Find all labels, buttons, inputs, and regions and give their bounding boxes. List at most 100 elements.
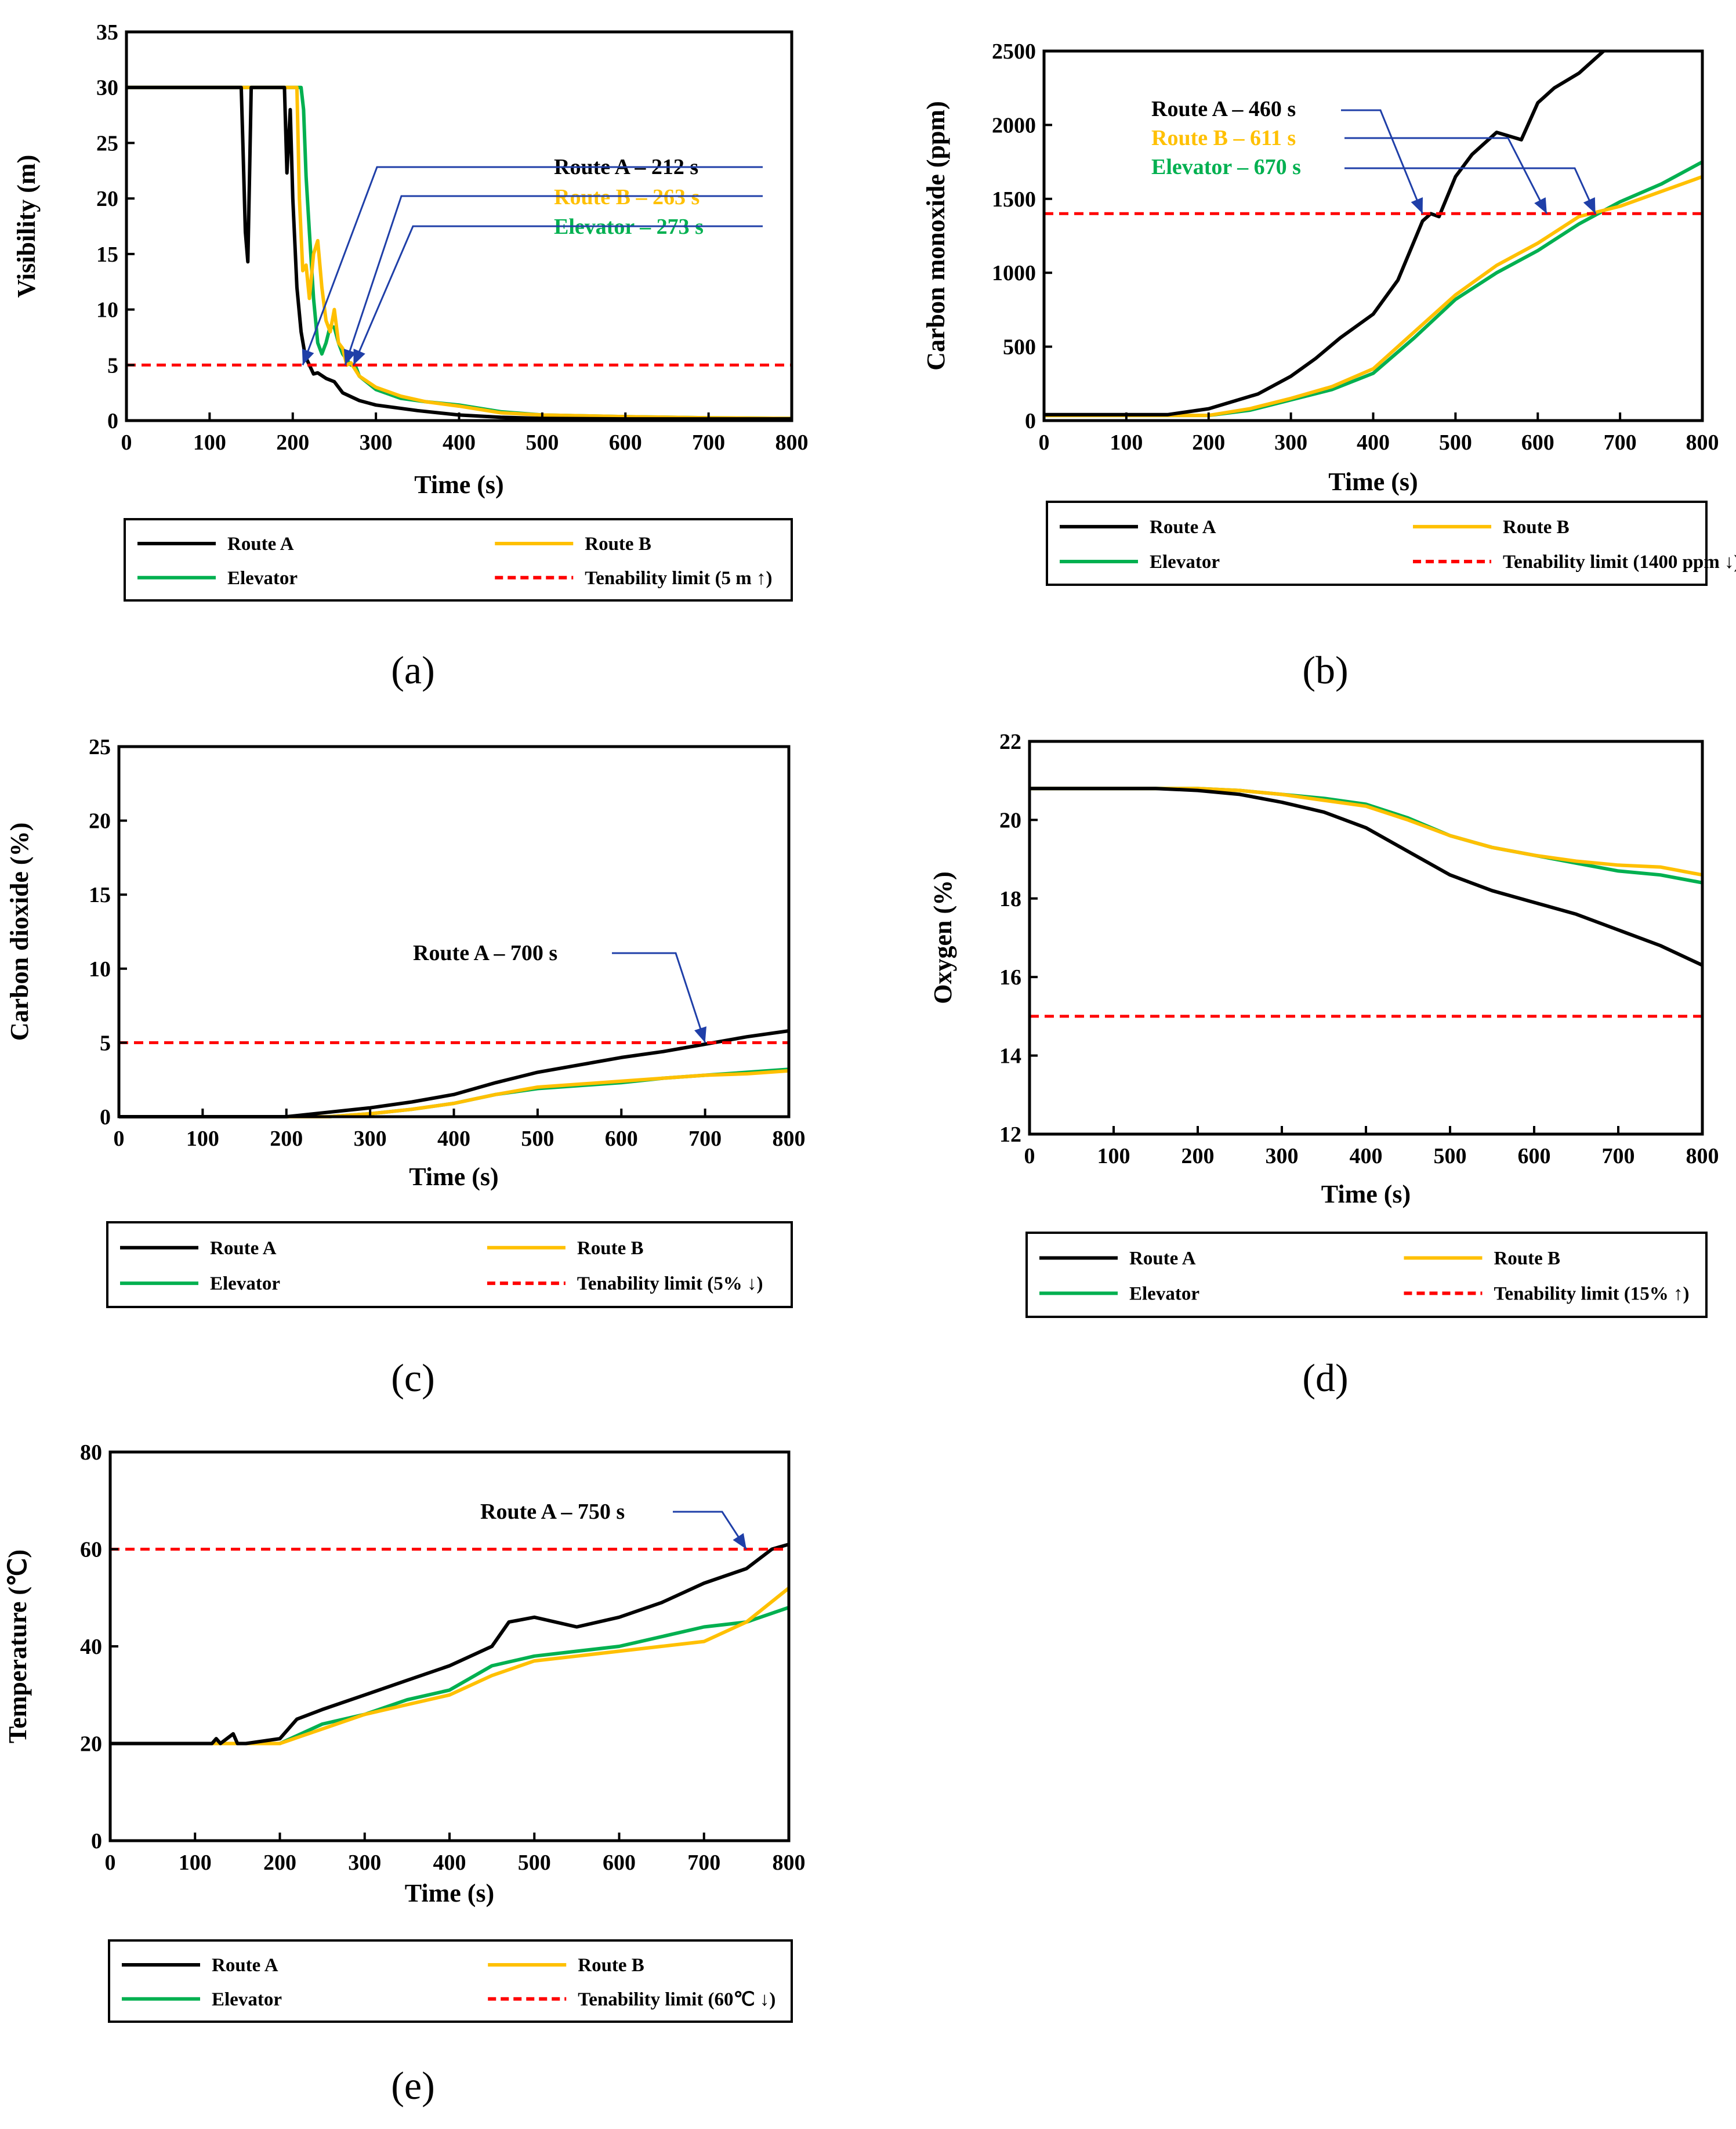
x-tick-label: 0	[114, 1127, 125, 1151]
panel-label: (a)	[391, 648, 434, 692]
legend-entry: Route A	[210, 1238, 277, 1259]
y-tick-label: 16	[999, 965, 1021, 990]
y-tick-label: 80	[80, 1440, 102, 1465]
y-tick-label: 60	[80, 1538, 102, 1562]
annotation-arrow-line	[353, 225, 763, 365]
x-tick-label: 500	[1439, 430, 1472, 455]
legend-entry: Elevator	[227, 568, 298, 589]
x-axis-label: Time (s)	[414, 470, 503, 499]
legend-entry: Route B	[1503, 517, 1570, 538]
x-tick-label: 300	[348, 1851, 381, 1875]
x-tick-label: 400	[443, 430, 476, 455]
x-tick-label: 200	[270, 1127, 303, 1151]
x-tick-label: 0	[1024, 1144, 1035, 1168]
panel-label: (b)	[1302, 648, 1348, 692]
annotation-arrow-head	[733, 1533, 746, 1549]
x-tick-label: 400	[437, 1127, 470, 1151]
series-line-elevator	[1030, 787, 1703, 885]
chart-panel-1: 0 100 200 300 400 500 600 700 800 0 5 10 15 20 25 30 35 T…	[12, 20, 809, 692]
y-tick-label: 500	[1003, 335, 1036, 360]
annotation-label: Route A – 700 s	[413, 941, 557, 965]
y-tick-label: 20	[80, 1732, 102, 1757]
x-axis-label: Time (s)	[409, 1163, 498, 1191]
x-tick-label: 800	[773, 1127, 806, 1151]
x-tick-label: 100	[179, 1851, 212, 1875]
legend-box	[106, 1221, 793, 1308]
series-line-route-b	[1030, 787, 1703, 877]
y-tick-label: 2500	[992, 39, 1036, 64]
x-tick-label: 100	[1097, 1144, 1130, 1168]
x-tick-label: 500	[1434, 1144, 1467, 1168]
series-line-route-a	[1030, 787, 1704, 967]
x-tick-label: 0	[105, 1851, 116, 1875]
y-tick-label: 15	[89, 883, 111, 907]
y-tick-label: 18	[999, 887, 1021, 911]
series-line-route-a	[126, 85, 792, 421]
annotation-arrow-head	[343, 349, 356, 365]
chart-legend: Route A Route B Elevator Tenability limit (…	[108, 1939, 793, 2023]
y-tick-label: 0	[100, 1105, 111, 1129]
chart-legend: Route A Route B Elevator Tenability limit (…	[106, 1221, 793, 1308]
x-tick-label: 300	[1266, 1144, 1299, 1168]
x-axis-label: Time (s)	[1321, 1180, 1411, 1208]
x-tick-label: 300	[360, 430, 393, 455]
y-tick-label: 30	[96, 76, 118, 100]
legend-entry: Route B	[585, 534, 651, 555]
series-line-route-a	[110, 1543, 789, 1746]
plot-frame	[1028, 740, 1704, 1136]
chart-panel-3: 0 100 200 300 400 500 600 700 800 0 5 10 15 20 25 Time …	[5, 735, 806, 1400]
y-axis-label: Oxygen (%)	[929, 871, 957, 1004]
annotation-arrow-line	[1341, 109, 1424, 214]
y-tick-label: 0	[107, 409, 118, 433]
x-tick-label: 200	[1182, 1144, 1215, 1168]
panel-label: (e)	[391, 2063, 434, 2108]
x-tick-label: 700	[1602, 1144, 1635, 1168]
y-tick-label: 12	[999, 1123, 1021, 1147]
x-tick-label: 200	[263, 1851, 296, 1875]
x-tick-label: 200	[276, 430, 309, 455]
annotation-arrow-line	[344, 195, 763, 365]
x-tick-label: 700	[687, 1851, 720, 1875]
legend-entry: Route A	[227, 534, 294, 555]
x-tick-label: 700	[692, 430, 725, 455]
chart-legend: Route A Route B Elevator Tenability limit (…	[1046, 501, 1736, 586]
y-axis-label: Temperature (℃)	[3, 1549, 32, 1743]
y-tick-label: 2000	[992, 113, 1036, 137]
legend-entry: Tenability limit (1400 ppm ↓)	[1503, 552, 1736, 573]
x-tick-label: 800	[1686, 1144, 1719, 1168]
chart-legend: Route A Route B Elevator Tenability limit (…	[124, 518, 793, 602]
y-tick-label: 20	[96, 187, 118, 211]
annotation-arrow-line	[1344, 167, 1596, 214]
x-tick-label: 0	[1039, 430, 1050, 455]
y-tick-label: 25	[89, 735, 111, 759]
y-tick-label: 0	[1025, 409, 1036, 433]
x-tick-label: 800	[773, 1851, 806, 1875]
annotation-arrow-line	[302, 166, 763, 365]
annotation-label: Route A – 460 s	[1151, 97, 1296, 121]
x-tick-label: 100	[193, 430, 226, 455]
chart-panel-2: 0 100 200 300 400 500 600 700 800 0 500 1000 1500 200…	[922, 39, 1736, 692]
y-tick-label: 35	[96, 20, 118, 45]
y-tick-label: 1500	[992, 187, 1036, 212]
legend-box	[124, 518, 793, 602]
x-tick-label: 600	[1521, 430, 1554, 455]
y-axis-label: Visibility (m)	[12, 155, 41, 298]
y-tick-label: 25	[96, 131, 118, 155]
x-tick-label: 600	[605, 1127, 638, 1151]
y-tick-label: 10	[96, 298, 118, 323]
y-axis-label: Carbon dioxide (%)	[5, 823, 34, 1041]
chart-legend: Route A Route B Elevator Tenability limit (…	[1025, 1232, 1708, 1318]
x-tick-label: 400	[433, 1851, 466, 1875]
x-tick-label: 700	[1604, 430, 1637, 455]
y-tick-label: 14	[999, 1044, 1021, 1069]
legend-entry: Route B	[578, 1955, 644, 1976]
y-tick-label: 10	[89, 957, 111, 982]
series-line-route-a	[1044, 49, 1605, 417]
x-tick-label: 0	[121, 430, 132, 455]
legend-box	[1025, 1232, 1708, 1318]
legend-entry: Tenability limit (60℃ ↓)	[578, 1989, 775, 2010]
y-tick-label: 20	[999, 808, 1021, 832]
y-tick-label: 40	[80, 1635, 102, 1659]
series-line-elevator	[110, 1606, 789, 1746]
